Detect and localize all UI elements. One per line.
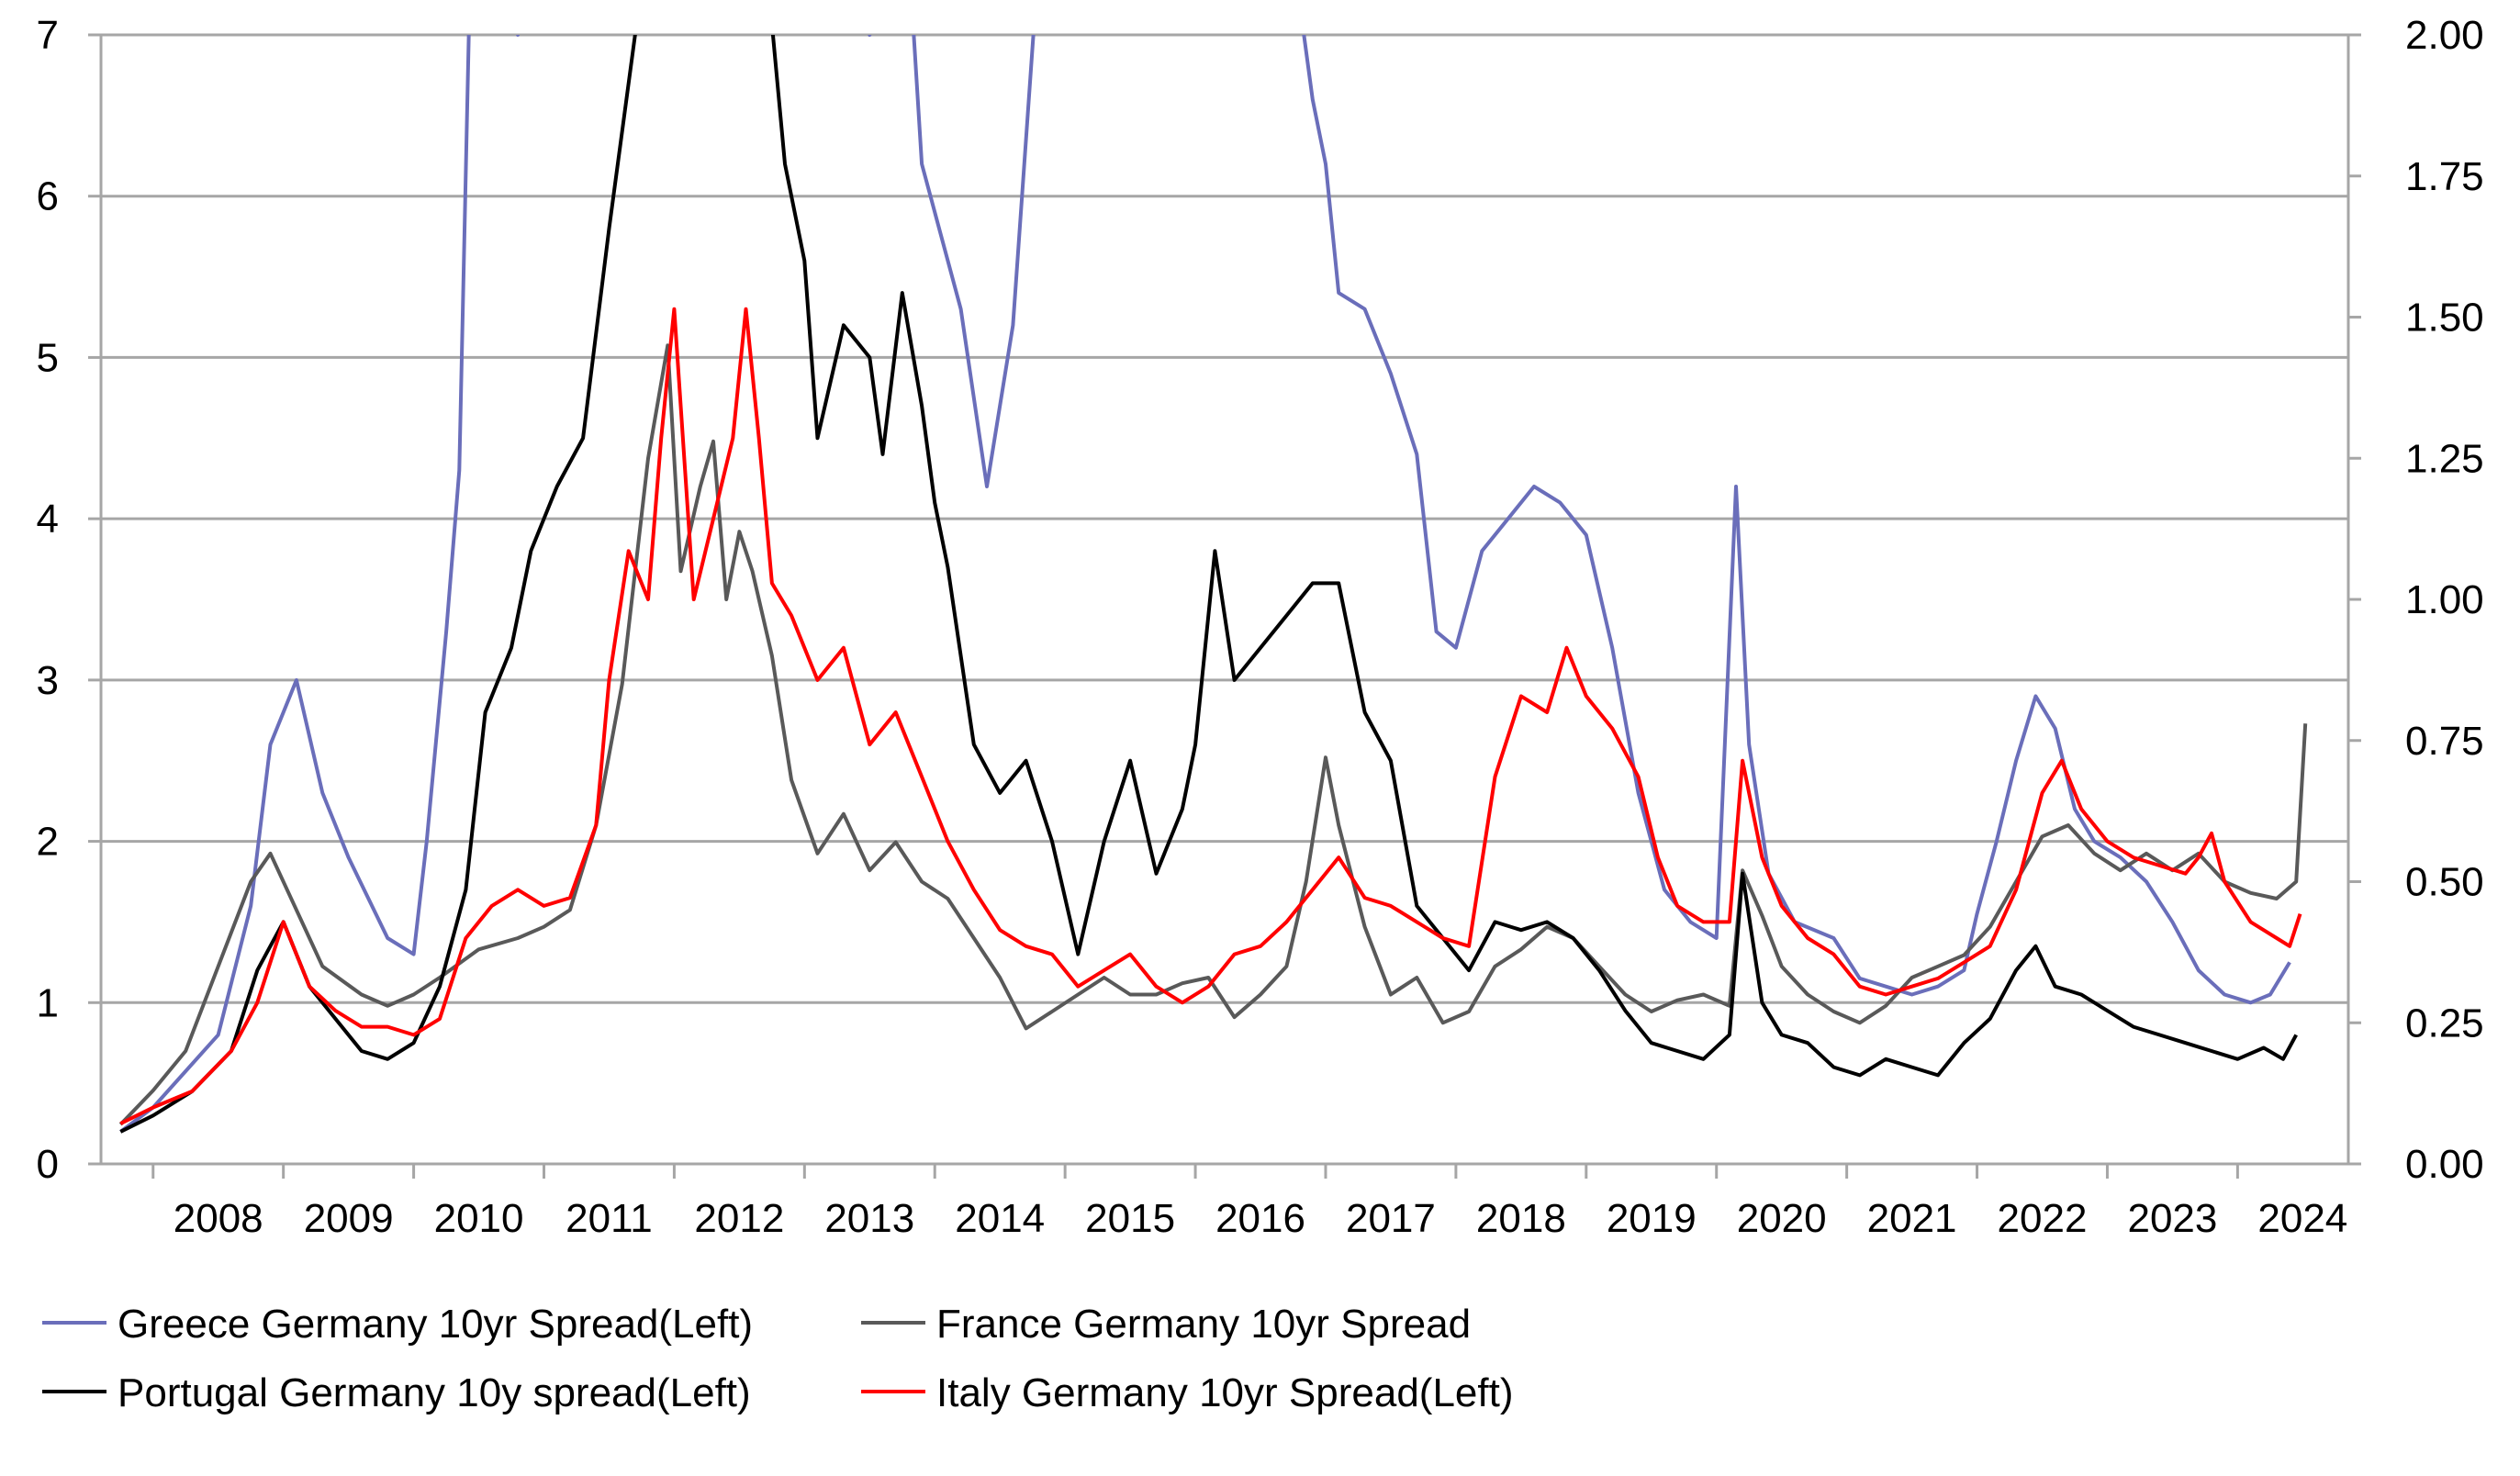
x-axis-tick-label: 2014 [955, 1196, 1045, 1241]
series-lines [118, 35, 2308, 1134]
x-axis-tick-label: 2023 [2127, 1196, 2217, 1241]
legend-label-2: Portugal Germany 10y spread(Left) [118, 1370, 751, 1415]
right-axis-tick-label: 1.75 [2405, 154, 2484, 199]
right-axis-tick-label: 1.50 [2405, 296, 2484, 341]
x-axis-tick-label: 2024 [2257, 1196, 2347, 1241]
tick-labels: 0 1 2 3 4 5 6 7 0.00 0.25 0.50 0.75 1.00 1.25 1.50 1.75… [37, 13, 2484, 1241]
x-axis-tick-label: 2018 [1476, 1196, 1566, 1241]
x-axis-tick-label: 2017 [1346, 1196, 1436, 1241]
axes [88, 33, 2361, 1179]
series-line-3 [119, 307, 2302, 1125]
x-axis-tick-label: 2020 [1737, 1196, 1827, 1241]
right-axis-tick-label: 0.50 [2405, 860, 2484, 905]
x-axis-tick-label: 2010 [434, 1196, 524, 1241]
series-line-2 [119, 35, 2298, 1134]
left-axis-tick-label: 1 [37, 980, 59, 1025]
legend: Greece Germany 10yr Spread(Left) France G… [42, 1302, 1513, 1415]
legend-label-0: Greece Germany 10yr Spread(Left) [118, 1302, 753, 1347]
left-axis-tick-label: 3 [37, 658, 59, 703]
right-axis-tick-label: 1.00 [2405, 577, 2484, 622]
right-axis-tick-label: 0.25 [2405, 1001, 2484, 1046]
x-axis-tick-label: 2021 [1867, 1196, 1957, 1241]
series-line-0 [119, 35, 2291, 1134]
gridlines [101, 33, 2348, 1004]
legend-label-1: France Germany 10yr Spread [936, 1302, 1471, 1347]
left-axis-tick-label: 6 [37, 174, 59, 219]
left-axis-tick-label: 5 [37, 335, 59, 380]
x-axis-tick-label: 2015 [1085, 1196, 1175, 1241]
left-axis-tick-label: 2 [37, 820, 59, 865]
right-axis-tick-label: 2.00 [2405, 13, 2484, 58]
legend-label-3: Italy Germany 10yr Spread(Left) [936, 1370, 1513, 1415]
x-axis-tick-label: 2013 [824, 1196, 914, 1241]
left-axis-tick-label: 0 [37, 1142, 59, 1187]
x-axis-tick-label: 2011 [566, 1196, 653, 1241]
x-axis-tick-label: 2009 [304, 1196, 394, 1241]
left-axis-tick-label: 7 [37, 13, 59, 58]
x-axis-tick-label: 2012 [694, 1196, 784, 1241]
left-axis-tick-label: 4 [37, 497, 59, 542]
right-axis-tick-label: 0.75 [2405, 719, 2484, 764]
x-axis-tick-label: 2019 [1607, 1196, 1697, 1241]
series-line-1 [118, 343, 2308, 1126]
x-axis-tick-label: 2022 [1998, 1196, 2088, 1241]
x-axis-tick-label: 2016 [1215, 1196, 1305, 1241]
x-axis-tick-label: 2008 [174, 1196, 263, 1241]
right-axis-tick-label: 0.00 [2405, 1142, 2484, 1187]
right-axis-tick-label: 1.25 [2405, 436, 2484, 481]
